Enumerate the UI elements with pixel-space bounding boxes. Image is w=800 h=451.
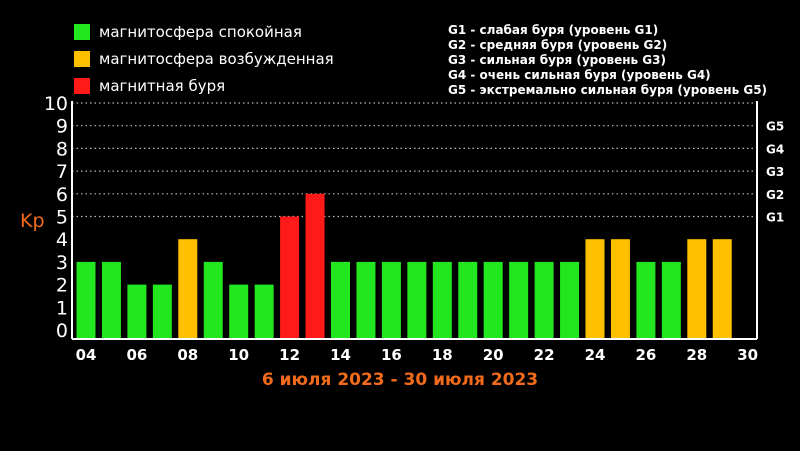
storm-level-g5: G5 - экстремально сильная буря (уровень … <box>448 83 768 97</box>
bar-day-14 <box>331 261 350 338</box>
x-tick-label: 18 <box>432 346 453 364</box>
legend-label-quiet: магнитосфера спокойная <box>99 22 302 41</box>
legend-swatch-storm <box>74 77 90 94</box>
y-tick-label: 4 <box>56 229 68 251</box>
storm-level-g3: G3 - сильная буря (уровень G3) <box>448 53 666 67</box>
bar-day-26 <box>636 261 656 338</box>
bar-day-19 <box>458 261 478 338</box>
date-range-label: 6 июля 2023 - 30 июля 2023 <box>261 370 539 390</box>
y-tick-label: 8 <box>56 138 68 160</box>
bar-day-11 <box>254 284 274 338</box>
g-level-label: G3 <box>766 165 784 179</box>
legend-label-disturbed: магнитосфера возбужденная <box>99 49 334 68</box>
legend: магнитосфера спокойная магнитосфера возб… <box>74 18 334 99</box>
x-tick-label: 06 <box>126 346 147 364</box>
y-tick-label: 6 <box>56 184 68 206</box>
g-level-label: G4 <box>766 142 784 156</box>
storm-level-legend: G1 - слабая буря (уровень G1) G2 - средн… <box>448 23 767 98</box>
g-level-label: G2 <box>766 188 784 202</box>
bar-day-9 <box>203 261 223 338</box>
legend-item-storm: магнитная буря <box>74 72 334 99</box>
legend-swatch-disturbed <box>74 50 90 67</box>
y-tick-label: 1 <box>56 297 68 319</box>
bar-day-10 <box>229 284 249 338</box>
x-tick-label: 08 <box>177 346 198 364</box>
g-level-label: G5 <box>766 120 784 134</box>
bar-day-15 <box>356 261 376 338</box>
x-tick-label: 24 <box>585 346 606 364</box>
bar-day-17 <box>407 261 427 338</box>
x-tick-label: 22 <box>534 346 555 364</box>
y-tick-label: 3 <box>56 252 68 274</box>
bar-day-23 <box>560 261 580 338</box>
y-tick-label: 0 <box>56 320 68 342</box>
bar-day-5 <box>101 261 121 338</box>
bar-day-25 <box>610 239 630 338</box>
bar-day-16 <box>381 261 401 338</box>
bar-day-12 <box>280 216 300 338</box>
bar-day-4 <box>76 261 96 338</box>
bar-day-22 <box>534 261 554 338</box>
x-tick-label: 14 <box>330 346 351 364</box>
legend-swatch-quiet <box>74 23 90 40</box>
x-tick-label: 28 <box>686 346 707 364</box>
bar-day-6 <box>127 284 147 338</box>
bar-day-7 <box>152 284 172 338</box>
bar-day-18 <box>432 261 452 338</box>
storm-level-g4: G4 - очень сильная буря (уровень G4) <box>448 68 711 82</box>
g-level-label: G1 <box>766 211 784 225</box>
bar-day-29 <box>712 239 732 338</box>
legend-item-quiet: магнитосфера спокойная <box>74 18 334 45</box>
bar-day-20 <box>483 261 503 338</box>
bar-day-24 <box>585 239 605 338</box>
x-tick-label: 30 <box>737 346 758 364</box>
x-tick-label: 20 <box>483 346 504 364</box>
x-tick-label: 26 <box>635 346 656 364</box>
bar-day-28 <box>687 239 707 338</box>
x-tick-label: 16 <box>381 346 402 364</box>
y-axis-label: Kp <box>20 210 45 232</box>
storm-level-g2: G2 - средняя буря (уровень G2) <box>448 38 668 52</box>
storm-level-g1: G1 - слабая буря (уровень G1) <box>448 23 659 37</box>
bar-day-27 <box>661 261 681 338</box>
y-tick-label: 7 <box>56 161 68 183</box>
legend-label-storm: магнитная буря <box>99 76 226 95</box>
y-tick-label: 9 <box>56 116 68 138</box>
bar-day-13 <box>305 193 325 338</box>
x-tick-label: 04 <box>76 346 97 364</box>
y-tick-label: 2 <box>56 275 68 297</box>
y-tick-label: 10 <box>44 93 68 115</box>
bar-day-21 <box>509 261 529 338</box>
legend-item-disturbed: магнитосфера возбужденная <box>74 45 334 72</box>
y-tick-label: 5 <box>56 207 68 229</box>
bar-day-8 <box>178 239 198 338</box>
x-tick-label: 12 <box>279 346 300 364</box>
x-tick-label: 10 <box>228 346 249 364</box>
